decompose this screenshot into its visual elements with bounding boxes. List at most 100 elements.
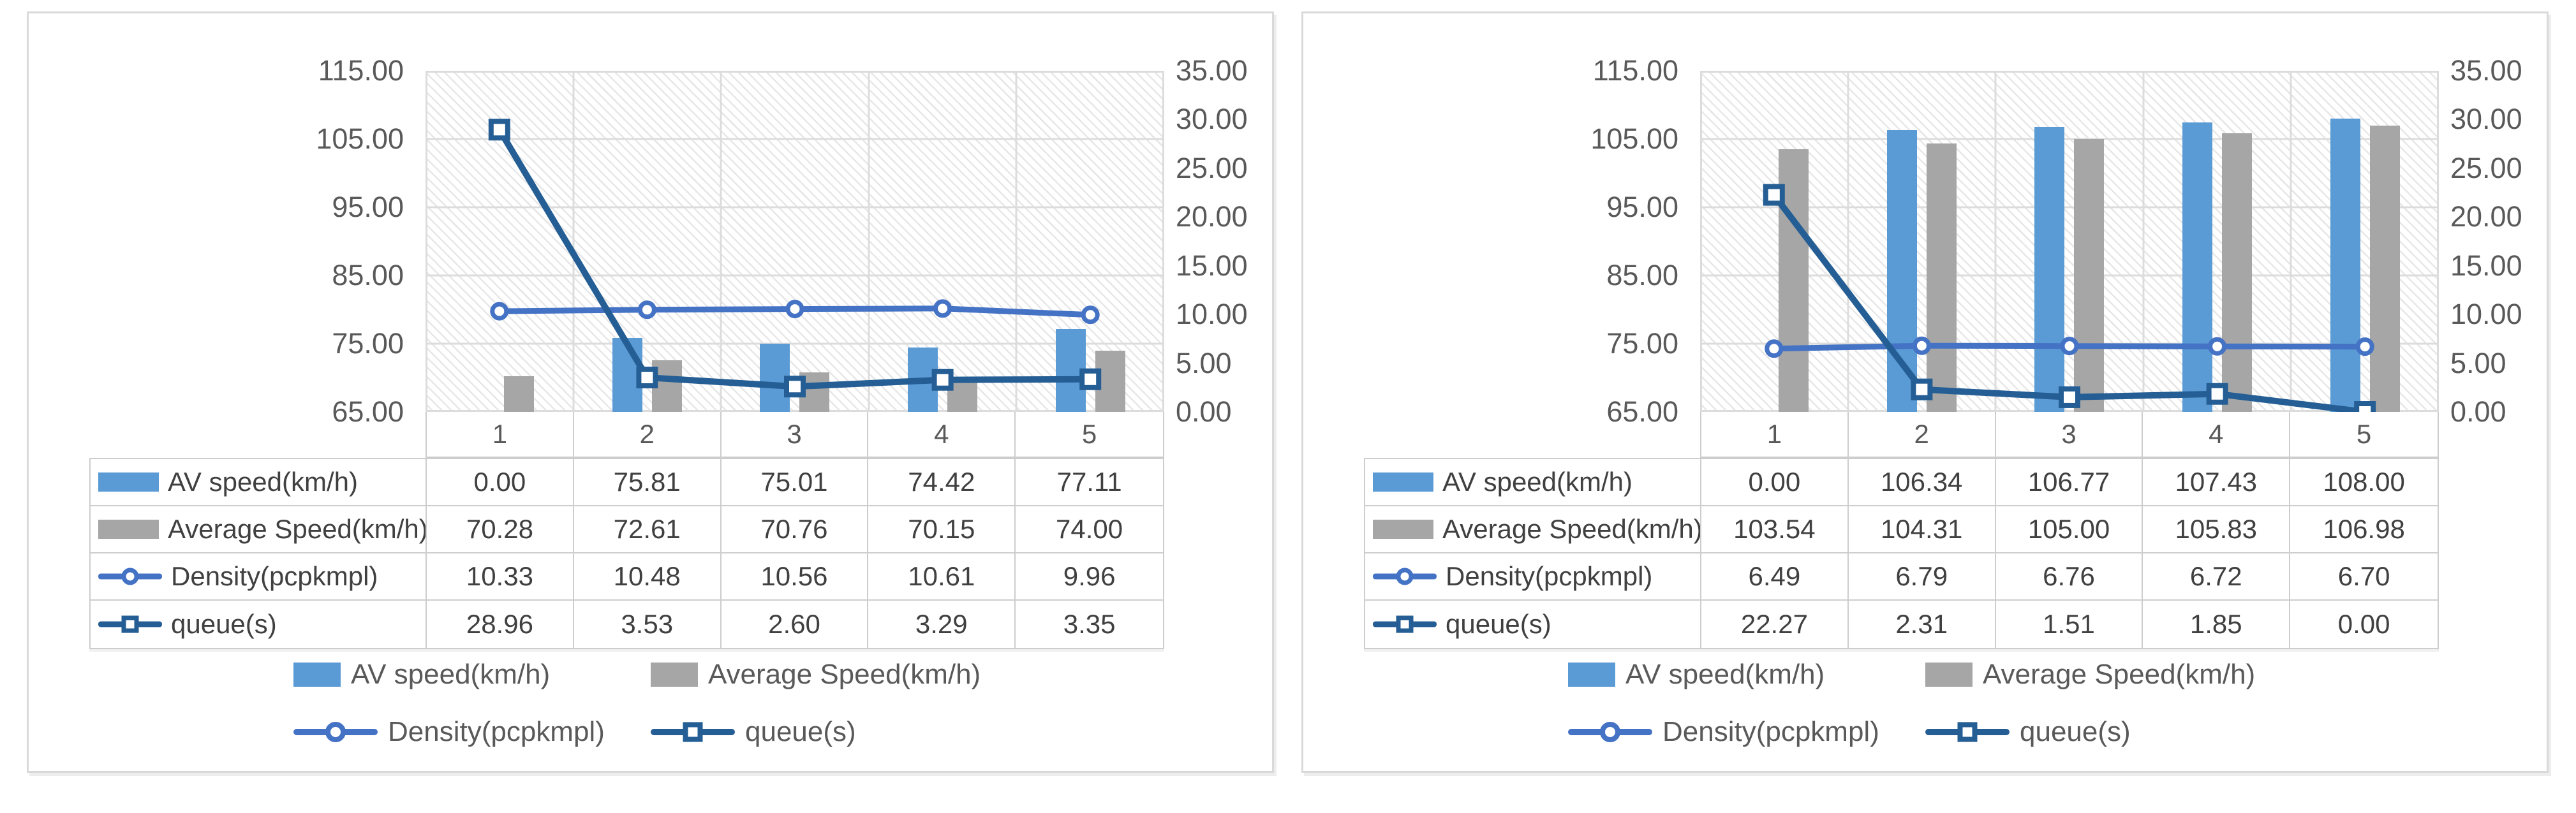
right-axis-tick: 30.00 [1176, 103, 1248, 136]
legend-item: Density(pcpkmpl) [1568, 713, 1879, 751]
table-value-cell: 22.27 [1701, 601, 1849, 648]
table-value-cell: 74.00 [1016, 506, 1163, 553]
series-name-cell: queue(s) [91, 601, 427, 648]
vertical-gridline [868, 71, 870, 412]
density-line-key-icon [293, 716, 378, 748]
bar-group [1995, 71, 2143, 412]
legend-item: Average Speed(km/h) [1925, 656, 2255, 694]
circle-marker-icon [121, 568, 139, 585]
chart-legend: AV speed(km/h) Average Speed(km/h) Densit… [1568, 656, 2493, 770]
density-point-marker [785, 300, 804, 319]
table-value-cell: 70.15 [868, 506, 1016, 553]
legend-label: Average Speed(km/h) [1983, 659, 2256, 690]
table-value-cell: 10.61 [868, 553, 1016, 601]
queue-line [1771, 193, 2365, 415]
queue-point-marker [2206, 383, 2228, 405]
density-point-marker [1912, 336, 1931, 355]
density-point-marker [2060, 337, 2079, 356]
horizontal-gridline [426, 274, 1164, 277]
table-value-cell: 6.79 [1848, 553, 1996, 601]
left-axis-tick: 85.00 [332, 259, 404, 291]
average-speed-swatch-icon [98, 520, 159, 539]
table-value-cell: 6.76 [1995, 553, 2143, 601]
vertical-gridline [720, 71, 722, 412]
table-value-cell: 106.98 [2290, 506, 2438, 553]
left-axis-tick: 115.00 [1592, 54, 1678, 87]
av-speed-swatch-icon [1373, 472, 1433, 492]
bar-group [1848, 71, 1996, 412]
table-value-cell: 0.00 [1701, 459, 1849, 506]
density-point-marker [490, 302, 509, 321]
square-marker-icon [1957, 722, 1978, 742]
queue-line [496, 128, 1091, 390]
left-axis-tick: 75.00 [332, 327, 404, 360]
left-axis-tick: 95.00 [1606, 191, 1678, 223]
category-label: 1 [1701, 412, 1849, 457]
category-label: 4 [2143, 412, 2291, 457]
category-label: 3 [722, 412, 869, 457]
queue-point-marker [1763, 184, 1785, 206]
right-axis-ticks: 35.00 30.00 25.00 20.00 15.00 10.00 5.00 0.00 [1176, 13, 1303, 771]
average-speed-swatch-icon [1373, 520, 1433, 539]
table-value-cell: 3.53 [574, 601, 722, 648]
plot-area [426, 71, 1164, 412]
table-value-cell: 70.76 [721, 506, 869, 553]
table-value-cell: 10.33 [427, 553, 574, 601]
legend-item: AV speed(km/h) [293, 656, 550, 694]
series-name-label: Density(pcpkmpl) [171, 561, 378, 591]
legend-item: queue(s) [1925, 713, 2131, 751]
chart-panel-left: 115.00 105.00 95.00 85.00 75.00 65.00 35.00 30… [27, 11, 1274, 773]
legend-row-1: AV speed(km/h) Average Speed(km/h) [293, 656, 1218, 694]
right-axis-tick: 5.00 [1176, 346, 1232, 379]
table-value-cell: 77.11 [1016, 459, 1163, 506]
table-value-cell: 3.29 [868, 601, 1016, 648]
legend-item: Density(pcpkmpl) [293, 713, 605, 751]
plot-border-line [1700, 71, 1702, 412]
queue-line-key-icon [651, 716, 735, 748]
queue-point-marker [931, 369, 954, 391]
right-axis-tick: 15.00 [2450, 249, 2522, 282]
queue-point-marker [784, 376, 806, 398]
right-axis-tick: 0.00 [1176, 395, 1232, 428]
line-series-layer [1763, 184, 2376, 423]
table-value-cell: 2.60 [722, 601, 869, 648]
table-value-cell: 104.31 [1848, 506, 1996, 553]
left-axis-tick: 75.00 [1606, 327, 1678, 360]
series-name-cell: Density(pcpkmpl) [1365, 553, 1701, 601]
table-value-cell: 105.00 [1995, 506, 2143, 553]
table-value-cell: 1.85 [2143, 601, 2291, 648]
line-series-layer [488, 119, 1102, 398]
table-value-cell: 70.28 [427, 506, 574, 553]
plot-area [1700, 71, 2439, 423]
circle-marker-icon [1396, 568, 1414, 585]
horizontal-gridline [1700, 138, 2439, 140]
av-speed-swatch-icon [98, 472, 159, 492]
series-name-label: Average Speed(km/h) [168, 514, 427, 544]
left-axis-tick: 95.00 [332, 191, 404, 223]
plot-border-line [426, 71, 1164, 73]
table-value-cell: 10.56 [721, 553, 869, 601]
right-axis-tick: 25.00 [2450, 151, 2522, 184]
legend-item: Average Speed(km/h) [651, 656, 981, 694]
queue-point-marker [1079, 368, 1102, 390]
av-speed-bar [2034, 127, 2065, 412]
right-axis-ticks: 35.00 30.00 25.00 20.00 15.00 10.00 5.00 0.00 [2450, 13, 2576, 771]
left-axis-ticks: 115.00 105.00 95.00 85.00 75.00 65.00 [29, 13, 415, 771]
bar-group [426, 71, 574, 412]
series-name-label: Average Speed(km/h) [1442, 514, 1701, 544]
plot-border-line [1700, 71, 2439, 73]
series-name-cell: AV speed(km/h) [1365, 459, 1701, 506]
table-value-cell: 75.01 [721, 459, 869, 506]
table-value-cell: 108.00 [2290, 459, 2438, 506]
av-speed-swatch-icon [293, 663, 341, 687]
queue-point-marker [2059, 386, 2080, 408]
horizontal-gridline [1700, 206, 2439, 209]
right-axis-tick: 30.00 [2450, 103, 2522, 136]
legend-label: AV speed(km/h) [351, 659, 551, 690]
table-value-cell: 28.96 [427, 601, 574, 648]
density-point-marker [2208, 337, 2227, 356]
density-point-marker [637, 300, 656, 319]
table-value-cell: 6.70 [2290, 553, 2438, 601]
